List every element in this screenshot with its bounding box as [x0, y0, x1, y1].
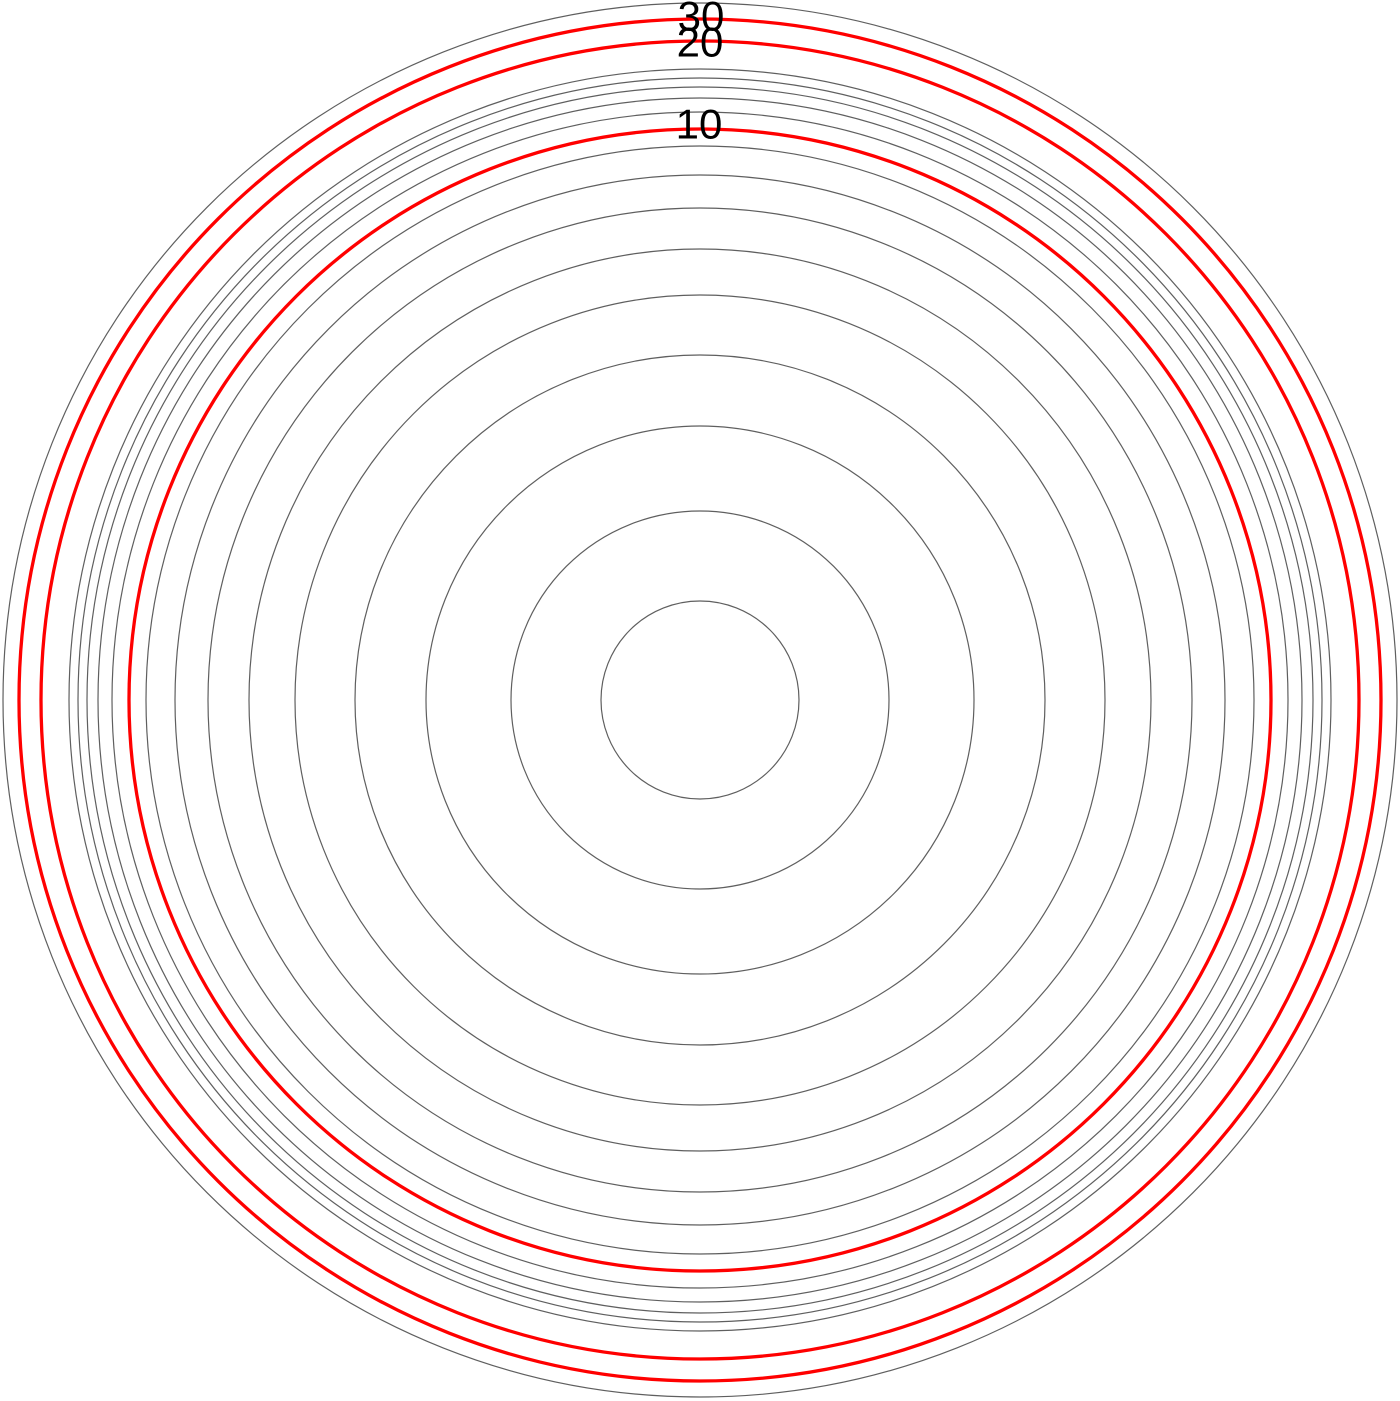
- minor-contour-circle: [294, 294, 1106, 1106]
- minor-contour-circle: [174, 174, 1226, 1226]
- minor-contour-circle: [68, 68, 1332, 1332]
- major-contour-circle: [127, 127, 1273, 1273]
- minor-contour-circle: [354, 354, 1046, 1046]
- minor-contour-circle: [86, 86, 1314, 1314]
- minor-contour-circle: [248, 248, 1152, 1152]
- major-contour-circle: [17, 17, 1383, 1383]
- minor-contour-circle: [145, 145, 1255, 1255]
- major-contour-circle: [39, 39, 1361, 1361]
- contour-label: 30: [678, 0, 725, 40]
- contour-label: 10: [676, 101, 723, 148]
- minor-contour-circle: [600, 600, 800, 800]
- minor-contour-circle: [111, 111, 1289, 1289]
- contour-label: 20: [677, 19, 724, 66]
- minor-contour-circle: [207, 207, 1193, 1193]
- minor-contour-circle: [77, 77, 1323, 1323]
- minor-contour-circle: [510, 510, 890, 890]
- minor-contour-circle: [97, 97, 1303, 1303]
- minor-contour-circle: [425, 425, 975, 975]
